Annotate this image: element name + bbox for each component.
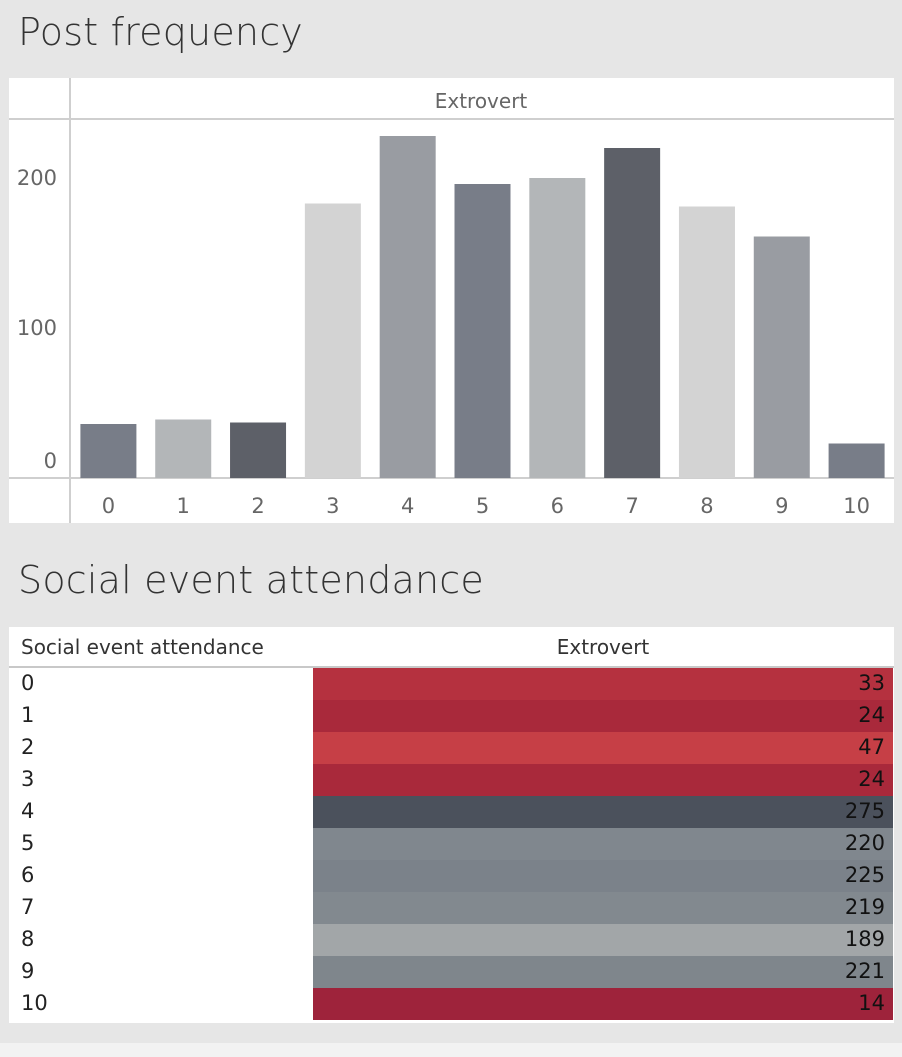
cell-value: 33	[858, 671, 885, 695]
bar-0[interactable]	[80, 424, 137, 478]
bar-8[interactable]	[678, 206, 735, 479]
heat-cell[interactable]: 33	[313, 668, 893, 700]
cell-value: 47	[858, 735, 885, 759]
y-tick-label: 0	[44, 449, 57, 473]
heat-cell[interactable]: 24	[313, 764, 893, 796]
cell-value: 24	[858, 703, 885, 727]
table-row[interactable]: 4 275	[9, 796, 894, 828]
social-event-title: Social event attendance	[18, 558, 484, 602]
bar-1[interactable]	[155, 419, 212, 479]
row-label: 3	[21, 767, 35, 791]
row-label: 1	[21, 703, 35, 727]
heat-cell[interactable]: 24	[313, 700, 893, 732]
x-tick-label: 3	[326, 494, 339, 518]
bar-2[interactable]	[230, 422, 287, 479]
cell-value: 221	[844, 959, 885, 983]
table-row[interactable]: 10 14	[9, 988, 894, 1020]
row-label: 2	[21, 735, 35, 759]
cell-value: 24	[858, 767, 885, 791]
x-tick-label: 2	[251, 494, 264, 518]
column-header-extrovert: Extrovert	[435, 89, 528, 113]
cell-value: 225	[844, 863, 885, 887]
heat-cell[interactable]: 220	[313, 828, 893, 860]
heat-cell[interactable]: 189	[313, 924, 893, 956]
x-tick-label: 0	[102, 494, 115, 518]
x-tick-label: 1	[177, 494, 190, 518]
bar-7[interactable]	[604, 148, 661, 478]
table-row[interactable]: 0 33	[9, 668, 894, 700]
table-row[interactable]: 9 221	[9, 956, 894, 988]
y-tick-label: 200	[17, 166, 57, 190]
row-header: Social event attendance	[21, 635, 264, 659]
heat-cell[interactable]: 221	[313, 956, 893, 988]
table-row[interactable]: 6 225	[9, 860, 894, 892]
row-label: 8	[21, 927, 35, 951]
x-tick-label: 9	[775, 494, 788, 518]
bar-chart-svg: Extrovert 0 1 2 3 4 5 6 7 8 9 10 0 100 200	[9, 78, 894, 523]
row-label: 7	[21, 895, 35, 919]
column-header: Extrovert	[556, 635, 650, 659]
cell-value: 219	[844, 895, 885, 919]
row-label: 10	[21, 991, 48, 1015]
x-tick-label: 8	[700, 494, 713, 518]
bar-4[interactable]	[379, 136, 436, 478]
cell-value: 189	[844, 927, 885, 951]
y-tick-label: 100	[17, 316, 57, 340]
table-row[interactable]: 5 220	[9, 828, 894, 860]
post-frequency-chart: Extrovert 0 1 2 3 4 5 6 7 8 9 10 0 100 200	[9, 78, 894, 523]
bar-9[interactable]	[753, 236, 810, 479]
row-label: 0	[21, 671, 35, 695]
x-tick-label: 5	[476, 494, 489, 518]
x-tick-label: 10	[843, 494, 870, 518]
table-header: Social event attendance Extrovert	[9, 627, 894, 668]
table-row[interactable]: 7 219	[9, 892, 894, 924]
row-label: 5	[21, 831, 35, 855]
heat-cell[interactable]: 225	[313, 860, 893, 892]
row-label: 9	[21, 959, 35, 983]
bar-6[interactable]	[529, 178, 586, 478]
bar-5[interactable]	[454, 184, 511, 478]
bar-10[interactable]	[828, 443, 885, 479]
cell-value: 275	[844, 799, 885, 823]
bar-3[interactable]	[304, 203, 361, 479]
post-frequency-title: Post frequency	[18, 10, 303, 54]
table-row[interactable]: 2 47	[9, 732, 894, 764]
x-tick-label: 6	[551, 494, 564, 518]
table-row[interactable]: 3 24	[9, 764, 894, 796]
cell-value: 220	[844, 831, 885, 855]
row-label: 6	[21, 863, 35, 887]
cell-value: 14	[858, 991, 885, 1015]
social-event-table: Social event attendance Extrovert 0 33 1 24…	[9, 627, 894, 1023]
x-tick-label: 7	[625, 494, 638, 518]
heat-cell[interactable]: 14	[313, 988, 893, 1020]
heat-cell[interactable]: 219	[313, 892, 893, 924]
heat-cell[interactable]: 275	[313, 796, 893, 828]
bottom-strip	[0, 1043, 902, 1057]
row-label: 4	[21, 799, 35, 823]
table-row[interactable]: 8 189	[9, 924, 894, 956]
x-tick-label: 4	[401, 494, 414, 518]
table-row[interactable]: 1 24	[9, 700, 894, 732]
heat-cell[interactable]: 47	[313, 732, 893, 764]
